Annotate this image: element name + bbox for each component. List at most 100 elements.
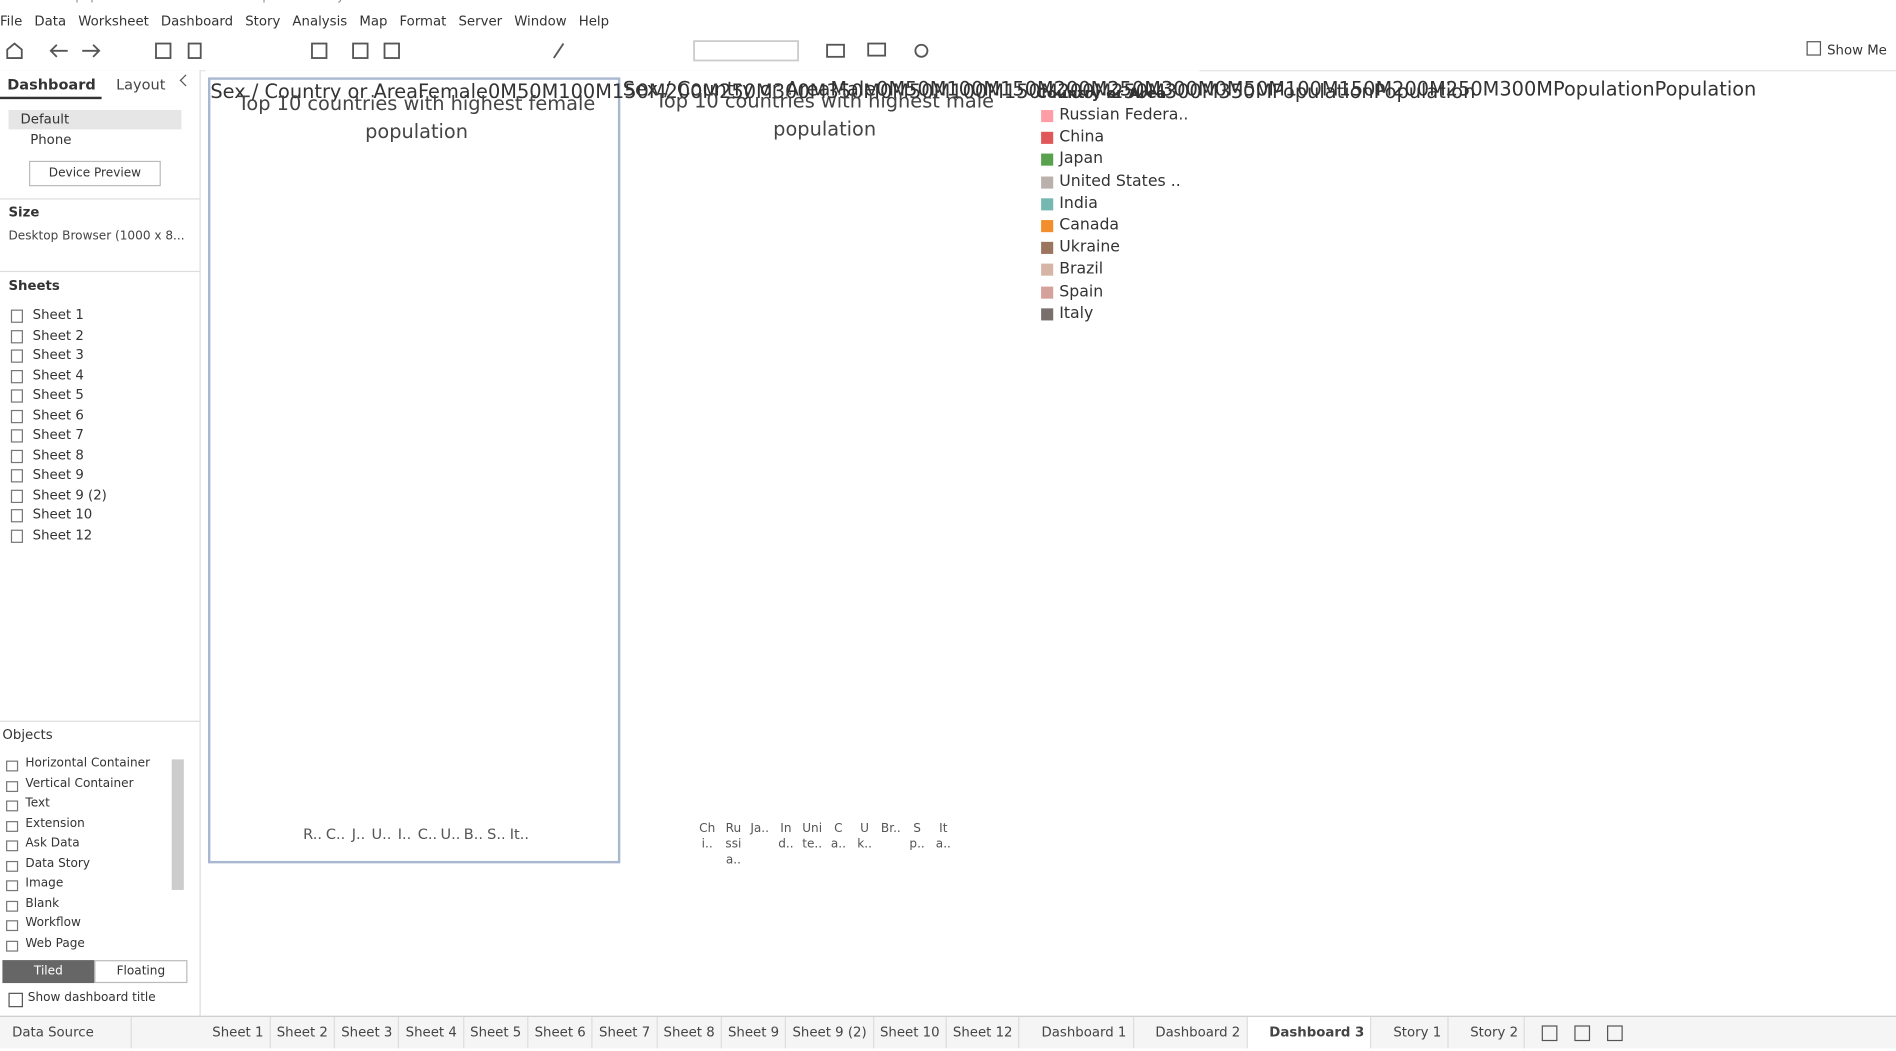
- sidebar-tab[interactable]: Dashboard: [0, 70, 102, 100]
- show-me-button[interactable]: Show Me: [1827, 42, 1887, 59]
- new-sheet-icon[interactable]: [311, 42, 328, 59]
- checkbox[interactable]: [8, 992, 23, 1008]
- object-item[interactable]: Vertical Container: [25, 776, 134, 791]
- menu-item[interactable]: Format: [399, 12, 447, 29]
- new-source-icon[interactable]: [187, 42, 202, 59]
- object-item[interactable]: Horizontal Container: [25, 756, 151, 771]
- sheet-tab[interactable]: Sheet 6: [529, 1016, 594, 1049]
- sheet-tab[interactable]: Story 2: [1448, 1016, 1526, 1049]
- legend-swatch[interactable]: [1041, 308, 1054, 321]
- device-preview-button[interactable]: Device Preview: [29, 160, 161, 187]
- legend-entry[interactable]: Russian Federa..: [1059, 106, 1189, 125]
- menu-item[interactable]: Help: [578, 12, 610, 29]
- legend-entry[interactable]: Canada: [1059, 216, 1120, 235]
- sheet-tab[interactable]: Dashboard 3: [1247, 1016, 1372, 1049]
- legend-swatch[interactable]: [1041, 242, 1054, 255]
- sheet-item[interactable]: Sheet 4: [32, 366, 84, 383]
- object-item[interactable]: Image: [25, 876, 64, 890]
- menu-item[interactable]: Data: [34, 12, 67, 29]
- sheet-item[interactable]: Sheet 8: [32, 446, 84, 463]
- sheet-item[interactable]: Sheet 5: [32, 386, 84, 403]
- sheet-item[interactable]: Sheet 2: [32, 327, 84, 343]
- sheet-tab[interactable]: Sheet 4: [400, 1016, 465, 1049]
- legend-entry[interactable]: Brazil: [1059, 260, 1104, 279]
- sheet-item[interactable]: Sheet 3: [32, 347, 84, 363]
- legend-entry[interactable]: Japan: [1059, 150, 1104, 169]
- menu-item[interactable]: Server: [458, 12, 503, 29]
- menu-item[interactable]: Analysis: [292, 12, 348, 29]
- highlight-icon[interactable]: [553, 43, 565, 59]
- back-icon[interactable]: [49, 44, 68, 58]
- new-story-button[interactable]: [1607, 1024, 1624, 1041]
- object-item[interactable]: Text: [25, 796, 50, 811]
- object-item[interactable]: Blank: [25, 896, 60, 910]
- sheet-tab[interactable]: Story 1: [1372, 1016, 1449, 1049]
- sheet-tab[interactable]: Sheet 1: [206, 1016, 271, 1049]
- sheet-tab[interactable]: Sheet 9: [722, 1016, 787, 1049]
- object-item[interactable]: Ask Data: [25, 836, 80, 851]
- sheet-tab[interactable]: Data Source: [0, 1016, 132, 1049]
- sheet-item[interactable]: Sheet 12: [32, 526, 93, 543]
- legend-entry[interactable]: Spain: [1059, 282, 1104, 301]
- share-icon[interactable]: [914, 43, 929, 58]
- legend-swatch[interactable]: [1041, 264, 1054, 277]
- forward-icon[interactable]: [82, 44, 101, 58]
- new-sheet-button[interactable]: [1542, 1024, 1558, 1041]
- legend-entry[interactable]: United States ..: [1059, 172, 1181, 191]
- sheet-tab[interactable]: Sheet 5: [464, 1016, 529, 1049]
- sheet-item[interactable]: Sheet 7: [32, 426, 84, 443]
- sheet-tab[interactable]: Dashboard 2: [1134, 1016, 1248, 1049]
- sheet-tab[interactable]: Sheet 7: [593, 1016, 658, 1049]
- save-icon[interactable]: [155, 42, 172, 59]
- layout-mode-tiled[interactable]: Tiled: [2, 960, 95, 984]
- new-dashboard-button[interactable]: [1574, 1024, 1591, 1041]
- collapse-button[interactable]: [179, 74, 192, 87]
- sheet-item[interactable]: Sheet 9: [32, 466, 84, 483]
- sheet-tab[interactable]: Sheet 8: [657, 1016, 722, 1049]
- fit-dropdown[interactable]: [693, 40, 799, 62]
- object-item[interactable]: Extension: [25, 816, 85, 831]
- show-cards-icon[interactable]: [826, 43, 845, 58]
- object-item[interactable]: Workflow: [25, 916, 81, 930]
- presentation-icon[interactable]: [867, 42, 887, 57]
- sheet-item[interactable]: Sheet 9 (2): [32, 486, 107, 503]
- y-tick-label: 300M: [1160, 77, 1215, 101]
- menu-item[interactable]: Window: [514, 12, 567, 29]
- legend-entry[interactable]: China: [1059, 128, 1105, 147]
- legend-swatch[interactable]: [1041, 154, 1054, 167]
- menu-item[interactable]: Story: [245, 12, 281, 29]
- legend-swatch[interactable]: [1041, 286, 1054, 299]
- legend-swatch[interactable]: [1041, 110, 1054, 123]
- menu-item[interactable]: Worksheet: [78, 12, 149, 29]
- sheet-item[interactable]: Sheet 6: [32, 406, 84, 423]
- sheet-item[interactable]: Sheet 1: [32, 307, 84, 323]
- menu-item[interactable]: Map: [359, 12, 388, 29]
- sheet-tab[interactable]: Sheet 10: [874, 1016, 947, 1049]
- sheet-tab[interactable]: Sheet 9 (2): [786, 1016, 874, 1049]
- clear-icon[interactable]: [383, 42, 400, 59]
- object-item[interactable]: Web Page: [25, 936, 85, 950]
- sidebar-tab[interactable]: Layout: [116, 76, 166, 94]
- sheet-tab[interactable]: Sheet 2: [271, 1016, 336, 1049]
- menu-item[interactable]: Dashboard: [160, 12, 234, 29]
- sheet-tab[interactable]: Sheet 12: [947, 1016, 1020, 1049]
- legend-swatch[interactable]: [1041, 132, 1054, 145]
- sheet-tab[interactable]: Dashboard 1: [1020, 1016, 1134, 1049]
- sheet-item[interactable]: Sheet 10: [32, 506, 93, 523]
- legend-entry[interactable]: India: [1059, 194, 1098, 213]
- duplicate-icon[interactable]: [352, 42, 369, 59]
- menu-item[interactable]: File: [0, 12, 23, 29]
- device-phone[interactable]: Phone: [30, 131, 72, 148]
- legend-swatch[interactable]: [1041, 220, 1054, 233]
- home-icon[interactable]: [6, 42, 23, 59]
- layout-mode-floating[interactable]: Floating: [94, 960, 188, 984]
- object-item[interactable]: Data Story: [25, 856, 91, 871]
- legend-swatch[interactable]: [1041, 198, 1054, 211]
- legend-entry[interactable]: Ukraine: [1059, 238, 1120, 257]
- show-me-icon[interactable]: [1806, 41, 1822, 56]
- device-default[interactable]: Default: [8, 110, 182, 130]
- legend-swatch[interactable]: [1041, 176, 1054, 189]
- size-dropdown[interactable]: Desktop Browser (1000 x 8...: [8, 229, 185, 244]
- sheet-tab[interactable]: Sheet 3: [335, 1016, 400, 1049]
- legend-entry[interactable]: Italy: [1059, 304, 1094, 323]
